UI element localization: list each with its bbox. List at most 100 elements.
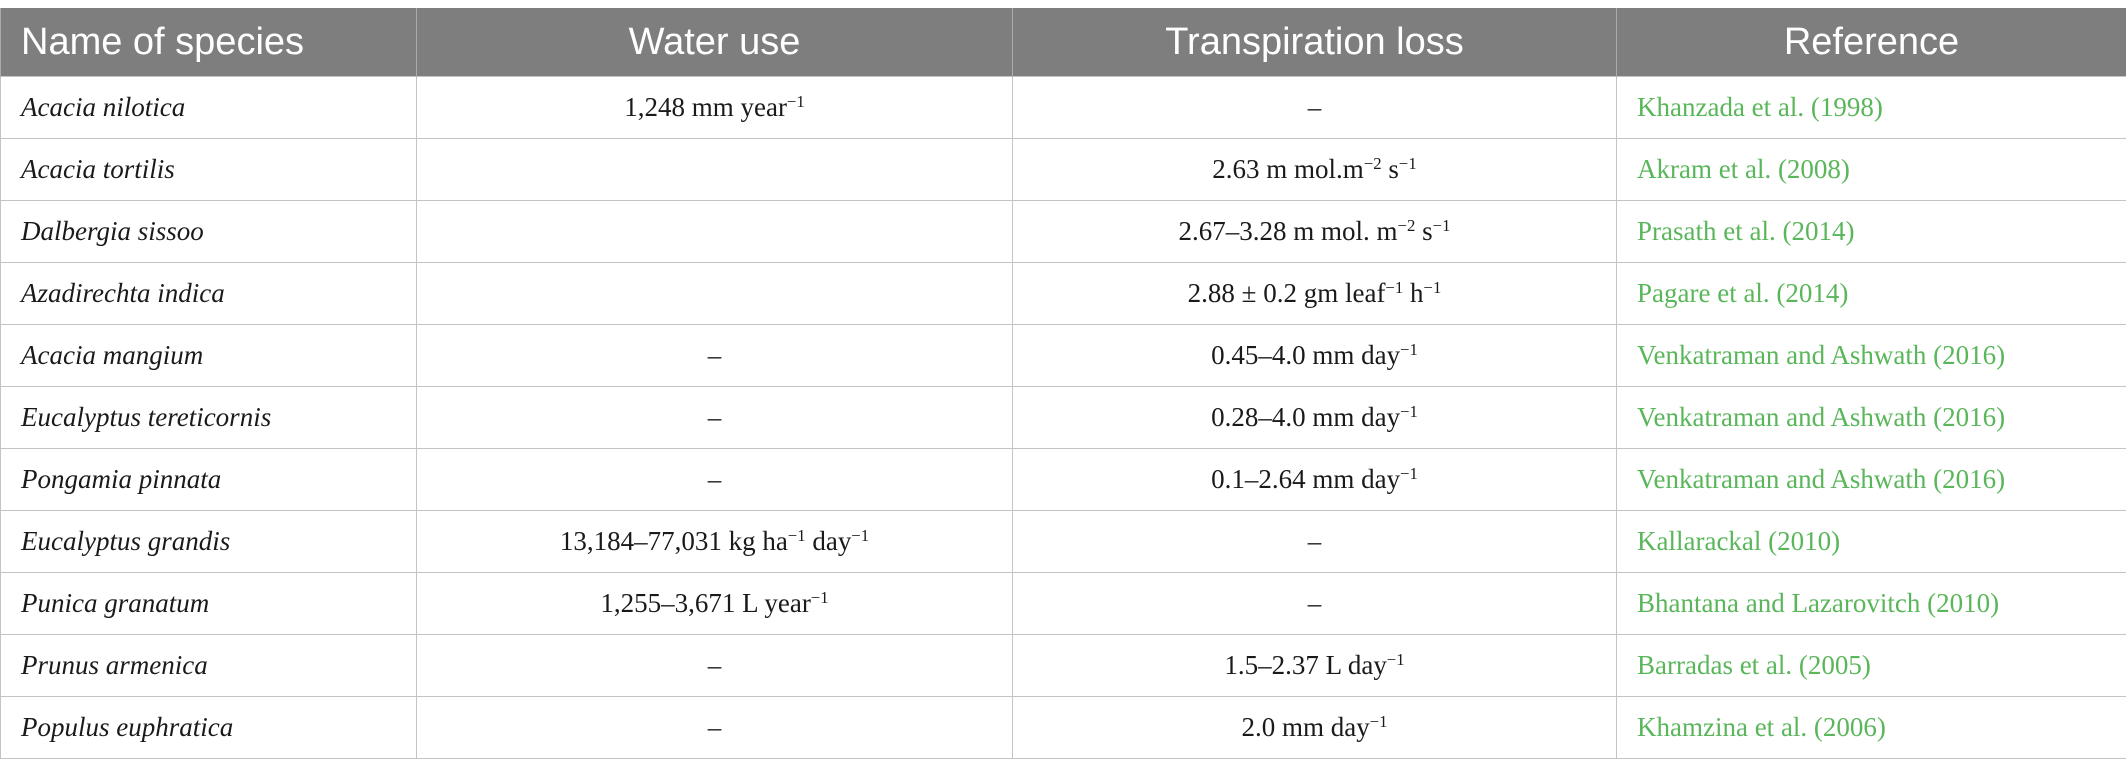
species-name-cell: Eucalyptus grandis xyxy=(0,510,417,573)
value-text: – xyxy=(707,402,722,432)
species-name-cell: Azadirechta indica xyxy=(0,262,417,325)
table-row: Acacia tortilis 2.63 m mol.m−2 s−1 Akram e… xyxy=(0,138,2126,201)
value-text: 13,184–77,031 kg ha xyxy=(559,526,788,556)
unit-exponent: −1 xyxy=(1423,277,1442,297)
transpiration-loss-cell: 0.1–2.64 mm day−1 xyxy=(1012,448,1617,511)
unit-exponent: −1 xyxy=(1386,649,1405,669)
table-row: Acacia mangium – 0.45–4.0 mm day−1 Venkatra… xyxy=(0,324,2126,387)
reference-link[interactable]: Barradas et al. (2005) xyxy=(1637,650,1871,680)
transpiration-loss-cell: 0.45–4.0 mm day−1 xyxy=(1012,324,1617,387)
table-row: Dalbergia sissoo 2.67–3.28 m mol. m−2 s−1… xyxy=(0,200,2126,263)
transpiration-loss-cell: – xyxy=(1012,572,1617,635)
water-use-cell xyxy=(416,262,1013,325)
table-row: Eucalyptus tereticornis – 0.28–4.0 mm day−… xyxy=(0,386,2126,449)
header-water-use: Water use xyxy=(416,8,1013,77)
reference-cell: Barradas et al. (2005) xyxy=(1616,634,2126,697)
water-use-cell: – xyxy=(416,696,1013,759)
value-text: – xyxy=(707,650,722,680)
table-row: Prunus armenica – 1.5–2.37 L day−1 Barradas… xyxy=(0,634,2126,697)
species-name-cell: Acacia tortilis xyxy=(0,138,417,201)
header-row: Name of species Water use Transpiration … xyxy=(0,8,2126,77)
species-name-cell: Eucalyptus tereticornis xyxy=(0,386,417,449)
reference-cell: Venkatraman and Ashwath (2016) xyxy=(1616,324,2126,387)
unit-exponent: −1 xyxy=(810,587,829,607)
value-text: 1,248 mm year xyxy=(624,92,787,122)
reference-cell: Kallarackal (2010) xyxy=(1616,510,2126,573)
reference-link[interactable]: Bhantana and Lazarovitch (2010) xyxy=(1637,588,2000,618)
table-row: Punica granatum 1,255–3,671 L year−1 – Bhan… xyxy=(0,572,2126,635)
water-use-cell xyxy=(416,200,1013,263)
reference-cell: Venkatraman and Ashwath (2016) xyxy=(1616,448,2126,511)
water-use-cell: 1,248 mm year−1 xyxy=(416,76,1013,139)
value-text: – xyxy=(1307,92,1322,122)
reference-cell: Prasath et al. (2014) xyxy=(1616,200,2126,263)
unit-exponent: −1 xyxy=(1369,711,1388,731)
value-text: – xyxy=(1307,588,1322,618)
table-row: Acacia nilotica 1,248 mm year−1– Khanzada … xyxy=(0,76,2126,139)
transpiration-loss-cell: 2.88 ± 0.2 gm leaf−1 h−1 xyxy=(1012,262,1617,325)
value-text: 2.67–3.28 m mol. m xyxy=(1178,216,1398,246)
water-use-cell: – xyxy=(416,324,1013,387)
unit-exponent: −1 xyxy=(1385,277,1404,297)
unit-exponent: −1 xyxy=(1400,401,1418,421)
water-use-cell: – xyxy=(416,386,1013,449)
table-body: Acacia nilotica 1,248 mm year−1– Khanzada … xyxy=(0,76,2126,759)
transpiration-loss-cell: 1.5–2.37 L day−1 xyxy=(1012,634,1617,697)
species-name-cell: Pongamia pinnata xyxy=(0,448,417,511)
unit-exponent: −1 xyxy=(1432,215,1451,235)
water-use-cell xyxy=(416,138,1013,201)
value-text: s xyxy=(1415,216,1433,246)
value-text: s xyxy=(1381,154,1399,184)
value-text: – xyxy=(707,712,722,742)
reference-link[interactable]: Akram et al. (2008) xyxy=(1637,154,1850,184)
table-row: Pongamia pinnata – 0.1–2.64 mm day−1 Venkat… xyxy=(0,448,2126,511)
header-transpiration-loss: Transpiration loss xyxy=(1012,8,1617,77)
species-name-cell: Populus euphratica xyxy=(0,696,417,759)
unit-exponent: −2 xyxy=(1397,215,1416,235)
header-reference: Reference xyxy=(1616,8,2126,77)
transpiration-loss-cell: 0.28–4.0 mm day−1 xyxy=(1012,386,1617,449)
reference-link[interactable]: Khamzina et al. (2006) xyxy=(1637,712,1886,742)
unit-exponent: −1 xyxy=(1398,153,1417,173)
reference-link[interactable]: Venkatraman and Ashwath (2016) xyxy=(1637,402,2006,432)
reference-cell: Venkatraman and Ashwath (2016) xyxy=(1616,386,2126,449)
species-water-table: Name of species Water use Transpiration … xyxy=(0,8,2126,759)
reference-cell: Bhantana and Lazarovitch (2010) xyxy=(1616,572,2126,635)
unit-exponent: −1 xyxy=(1400,339,1418,359)
reference-link[interactable]: Venkatraman and Ashwath (2016) xyxy=(1637,340,2006,370)
reference-link[interactable]: Khanzada et al. (1998) xyxy=(1637,92,1883,122)
value-text: 0.28–4.0 mm day xyxy=(1211,402,1401,432)
unit-exponent: −1 xyxy=(1400,463,1418,483)
water-use-cell: – xyxy=(416,448,1013,511)
unit-exponent: −1 xyxy=(787,525,806,545)
value-text: 2.63 m mol.m xyxy=(1212,154,1364,184)
species-name-cell: Punica granatum xyxy=(0,572,417,635)
water-use-cell: 13,184–77,031 kg ha−1 day−1 xyxy=(416,510,1013,573)
value-text: 2.88 ± 0.2 gm leaf xyxy=(1187,278,1386,308)
value-text: – xyxy=(707,464,722,494)
reference-link[interactable]: Prasath et al. (2014) xyxy=(1637,216,1855,246)
reference-link[interactable]: Venkatraman and Ashwath (2016) xyxy=(1637,464,2006,494)
header-name-of-species: Name of species xyxy=(0,8,417,77)
transpiration-loss-cell: – xyxy=(1012,76,1617,139)
value-text: day xyxy=(805,526,852,556)
reference-cell: Khanzada et al. (1998) xyxy=(1616,76,2126,139)
reference-link[interactable]: Kallarackal (2010) xyxy=(1637,526,1841,556)
water-use-cell: 1,255–3,671 L year−1 xyxy=(416,572,1013,635)
transpiration-loss-cell: 2.67–3.28 m mol. m−2 s−1 xyxy=(1012,200,1617,263)
transpiration-loss-cell: – xyxy=(1012,510,1617,573)
unit-exponent: −1 xyxy=(786,91,805,111)
unit-exponent: −1 xyxy=(851,525,870,545)
table-header: Name of species Water use Transpiration … xyxy=(0,8,2126,77)
value-text: 2.0 mm day xyxy=(1241,712,1370,742)
species-name-cell: Dalbergia sissoo xyxy=(0,200,417,263)
data-table: Name of species Water use Transpiration … xyxy=(0,8,2126,759)
water-use-cell: – xyxy=(416,634,1013,697)
species-name-cell: Prunus armenica xyxy=(0,634,417,697)
reference-cell: Akram et al. (2008) xyxy=(1616,138,2126,201)
transpiration-loss-cell: 2.0 mm day−1 xyxy=(1012,696,1617,759)
reference-link[interactable]: Pagare et al. (2014) xyxy=(1637,278,1849,308)
value-text: – xyxy=(1307,526,1322,556)
transpiration-loss-cell: 2.63 m mol.m−2 s−1 xyxy=(1012,138,1617,201)
value-text: – xyxy=(707,340,722,370)
